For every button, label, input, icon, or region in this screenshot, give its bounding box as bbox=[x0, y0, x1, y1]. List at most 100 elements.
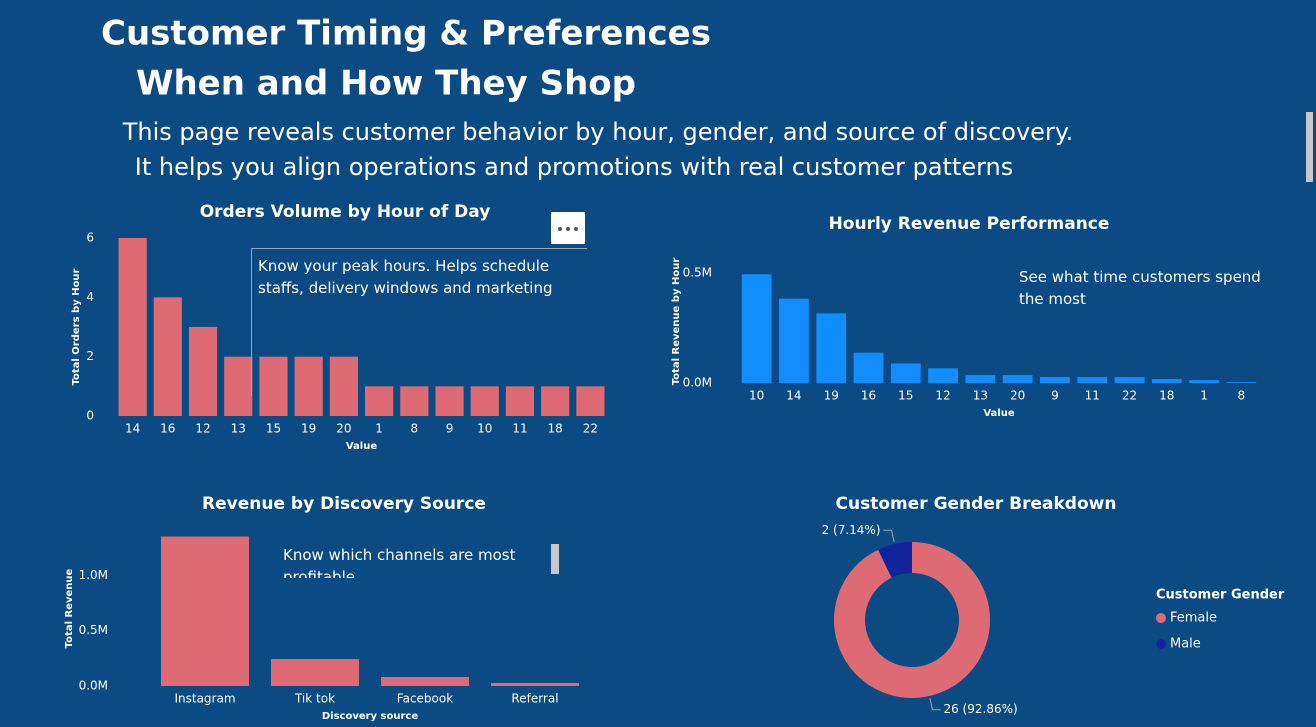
x-tick-label: 19 bbox=[824, 389, 839, 403]
scrollbar[interactable] bbox=[1306, 112, 1313, 182]
x-tick-label: Tik tok bbox=[294, 692, 335, 706]
x-tick-label: 11 bbox=[1085, 389, 1100, 403]
x-tick-label: 9 bbox=[446, 422, 454, 436]
x-tick-label: 8 bbox=[411, 422, 419, 436]
bar bbox=[381, 677, 469, 686]
y-axis-title: Total Orders by Hour bbox=[71, 268, 82, 385]
legend-title: Customer Gender bbox=[1156, 588, 1285, 603]
bar bbox=[1077, 377, 1108, 383]
bar bbox=[491, 683, 579, 686]
annotation: See what time customers spend the most bbox=[1019, 268, 1261, 308]
bar bbox=[890, 363, 921, 383]
bar bbox=[1189, 380, 1219, 383]
bar bbox=[161, 536, 249, 686]
chart-title: Customer Gender Breakdown bbox=[836, 494, 1117, 514]
bar bbox=[329, 356, 358, 416]
x-tick-label: 1 bbox=[375, 422, 383, 436]
y-tick-label: 0.5M bbox=[79, 623, 108, 637]
dot bbox=[566, 227, 570, 231]
bar bbox=[294, 356, 323, 416]
annotation: Know your peak hours. Helps schedule sta… bbox=[251, 248, 587, 396]
donut-slice bbox=[833, 542, 990, 699]
bar bbox=[1226, 382, 1257, 383]
page-title: Customer Timing & Preferences bbox=[101, 14, 711, 54]
chart-title: Hourly Revenue Performance bbox=[829, 214, 1110, 234]
x-tick-label: 12 bbox=[935, 389, 950, 403]
x-tick-label: 16 bbox=[861, 389, 876, 403]
x-axis-title: Discovery source bbox=[322, 711, 419, 722]
x-axis-title: Value bbox=[983, 408, 1014, 419]
x-axis-title: Value bbox=[346, 441, 377, 452]
bar bbox=[1040, 377, 1070, 383]
x-tick-label: 22 bbox=[583, 422, 598, 436]
x-tick-label: 10 bbox=[749, 389, 764, 403]
y-tick-label: 1.0M bbox=[79, 568, 108, 582]
legend-marker bbox=[1156, 639, 1166, 649]
bar bbox=[853, 352, 884, 383]
x-tick-label: 13 bbox=[231, 422, 246, 436]
bar bbox=[153, 297, 182, 416]
x-tick-label: 20 bbox=[336, 422, 351, 436]
bar bbox=[505, 386, 535, 416]
bar bbox=[741, 274, 772, 383]
chart-title: Revenue by Discovery Source bbox=[202, 494, 486, 514]
bar bbox=[435, 386, 464, 416]
annotation-box: See what time customers spend the most bbox=[1019, 268, 1261, 308]
description: It helps you align operations and promot… bbox=[135, 153, 1014, 181]
bar bbox=[400, 386, 429, 416]
x-tick-label: Facebook bbox=[397, 692, 453, 706]
bar bbox=[576, 386, 605, 416]
donut-slice bbox=[878, 542, 912, 578]
y-tick-label: 4 bbox=[86, 290, 94, 304]
x-tick-label: 20 bbox=[1010, 389, 1025, 403]
annotation-box: Know which channels are most profitable bbox=[283, 546, 516, 578]
bar bbox=[365, 386, 394, 416]
x-tick-label: 19 bbox=[301, 422, 316, 436]
x-tick-label: 12 bbox=[195, 422, 210, 436]
x-tick-label: 18 bbox=[548, 422, 563, 436]
x-tick-label: 18 bbox=[1159, 389, 1174, 403]
x-tick-label: Referral bbox=[511, 692, 558, 706]
y-tick-label: 0.0M bbox=[683, 376, 712, 390]
bar bbox=[816, 313, 847, 383]
y-tick-label: 2 bbox=[86, 349, 94, 363]
x-tick-label: Instagram bbox=[174, 692, 235, 706]
data-label: 2 (7.14%) bbox=[822, 523, 881, 537]
x-tick-label: 10 bbox=[477, 422, 492, 436]
x-tick-label: 16 bbox=[160, 422, 175, 436]
bar bbox=[1151, 379, 1182, 383]
bar bbox=[779, 298, 809, 383]
annotation: Know which channels are most profitable bbox=[283, 546, 516, 578]
text-scrollbar[interactable] bbox=[551, 544, 559, 574]
x-tick-label: 14 bbox=[786, 389, 801, 403]
bar bbox=[541, 386, 570, 416]
x-tick-label: 11 bbox=[512, 422, 527, 436]
x-tick-label: 15 bbox=[266, 422, 281, 436]
legend-label: Male bbox=[1170, 637, 1201, 652]
leader-line bbox=[929, 697, 941, 711]
bar bbox=[271, 659, 359, 686]
data-label: 26 (92.86%) bbox=[943, 702, 1017, 716]
y-tick-label: 0 bbox=[86, 409, 94, 423]
x-tick-label: 14 bbox=[125, 422, 140, 436]
legend-label: Female bbox=[1170, 611, 1217, 626]
leader-line bbox=[883, 529, 895, 543]
x-tick-label: 8 bbox=[1238, 389, 1246, 403]
bar bbox=[259, 356, 288, 416]
x-tick-label: 22 bbox=[1122, 389, 1137, 403]
y-axis-title: Total Revenue bbox=[64, 568, 75, 648]
bar bbox=[224, 356, 253, 416]
description: This page reveals customer behavior by h… bbox=[122, 118, 1073, 146]
bar bbox=[1114, 377, 1145, 383]
x-tick-label: 1 bbox=[1200, 389, 1208, 403]
y-tick-label: 0.5M bbox=[683, 266, 712, 280]
x-tick-label: 9 bbox=[1051, 389, 1059, 403]
x-tick-label: 15 bbox=[898, 389, 913, 403]
dot bbox=[558, 227, 562, 231]
bar bbox=[965, 375, 996, 383]
bar bbox=[470, 386, 499, 416]
y-axis-title: Total Revenue by Hour bbox=[671, 258, 682, 386]
bar bbox=[118, 238, 147, 416]
